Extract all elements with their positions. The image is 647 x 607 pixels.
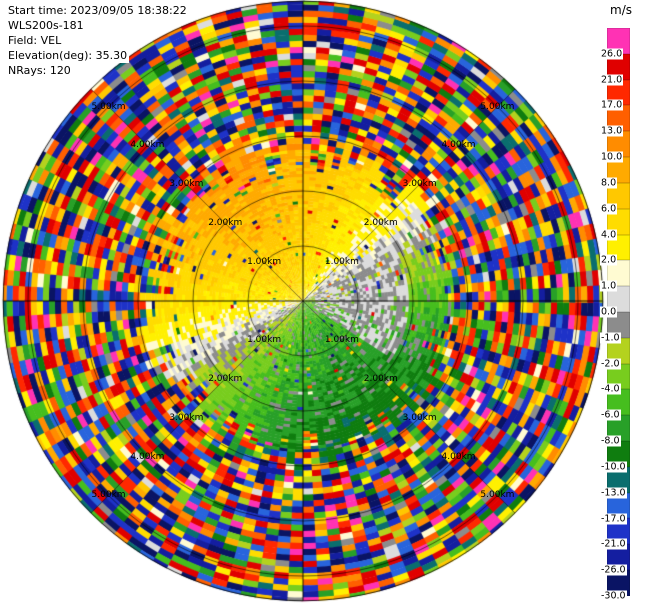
colorbar-tick: -13.0 xyxy=(600,487,627,499)
colorbar-block xyxy=(607,492,630,519)
range-ring-label: 3.00km xyxy=(402,412,437,423)
colorbar-tick: 13.0 xyxy=(600,125,624,137)
colorbar-block xyxy=(607,518,630,545)
range-ring-label: 5.00km xyxy=(91,490,126,501)
range-ring-label: 5.00km xyxy=(480,101,515,112)
colorbar-tick: -8.0 xyxy=(600,435,621,447)
colorbar-block xyxy=(607,544,630,571)
colorbar-title: m/s xyxy=(608,3,634,17)
plot-info-line: Start time: 2023/09/05 18:38:22 xyxy=(6,3,189,18)
plot-info-line: WLS200s-181 xyxy=(6,18,86,33)
range-ring-label: 2.00km xyxy=(208,373,243,384)
colorbar-block xyxy=(607,105,630,132)
colorbar-tick: -17.0 xyxy=(600,513,627,525)
colorbar xyxy=(607,28,630,596)
range-ring-label: 3.00km xyxy=(402,179,437,190)
range-ring-label: 2.00km xyxy=(363,218,398,229)
colorbar-block xyxy=(607,53,630,80)
colorbar-block xyxy=(607,363,630,390)
range-ring-label: 1.00km xyxy=(247,334,282,345)
range-ring-label: 1.00km xyxy=(247,257,282,268)
colorbar-block xyxy=(607,157,630,183)
colorbar-tick: 0.0 xyxy=(600,306,618,318)
colorbar-block xyxy=(607,389,630,416)
range-ring-label: 1.00km xyxy=(324,334,359,345)
colorbar-block xyxy=(607,28,630,54)
range-ring-label: 5.00km xyxy=(480,490,515,501)
colorbar-tick: 10.0 xyxy=(600,151,624,163)
colorbar-tick: 8.0 xyxy=(600,177,618,189)
colorbar-tick: 4.0 xyxy=(600,229,618,241)
colorbar-block xyxy=(607,260,630,287)
colorbar-tick: -30.0 xyxy=(600,590,627,602)
colorbar-block xyxy=(607,234,630,261)
colorbar-tick: -10.0 xyxy=(600,461,627,473)
colorbar-block xyxy=(607,311,630,338)
colorbar-tick: -26.0 xyxy=(600,564,627,576)
colorbar-block xyxy=(607,182,630,209)
colorbar-block xyxy=(607,337,630,364)
range-ring-label: 4.00km xyxy=(441,140,476,151)
plot-info-line: Elevation(deg): 35.30 xyxy=(6,48,130,63)
colorbar-tick: -1.0 xyxy=(600,332,621,344)
colorbar-tick: 2.0 xyxy=(600,254,618,266)
colorbar-block xyxy=(607,415,630,441)
range-ring-label: 2.00km xyxy=(208,218,243,229)
plot-info-line: NRays: 120 xyxy=(6,63,73,78)
range-ring-label: 3.00km xyxy=(169,179,204,190)
colorbar-tick: 17.0 xyxy=(600,99,624,111)
colorbar-tick: -4.0 xyxy=(600,383,621,395)
range-ring-label: 4.00km xyxy=(130,140,165,151)
colorbar-block xyxy=(607,131,630,158)
colorbar-tick: -6.0 xyxy=(600,409,621,421)
range-ring-label: 4.00km xyxy=(441,451,476,462)
colorbar-block xyxy=(607,466,630,493)
colorbar-block xyxy=(607,79,630,106)
colorbar-block xyxy=(607,208,630,235)
colorbar-tick: -21.0 xyxy=(600,538,627,550)
colorbar-tick: 21.0 xyxy=(600,74,624,86)
range-ring-label: 1.00km xyxy=(324,257,359,268)
colorbar-tick: 26.0 xyxy=(600,48,624,60)
colorbar-tick: -2.0 xyxy=(600,358,621,370)
range-ring-label: 4.00km xyxy=(130,451,165,462)
range-ring-label: 5.00km xyxy=(91,101,126,112)
plot-info-line: Field: VEL xyxy=(6,33,64,48)
colorbar-block xyxy=(607,570,630,596)
colorbar-block xyxy=(607,286,630,312)
colorbar-tick: 1.0 xyxy=(600,280,618,292)
plot-info: Start time: 2023/09/05 18:38:22 WLS200s-1… xyxy=(6,3,189,78)
colorbar-block xyxy=(607,441,630,467)
colorbar-tick: 6.0 xyxy=(600,203,618,215)
range-ring-label: 2.00km xyxy=(363,373,398,384)
range-ring-label: 3.00km xyxy=(169,412,204,423)
